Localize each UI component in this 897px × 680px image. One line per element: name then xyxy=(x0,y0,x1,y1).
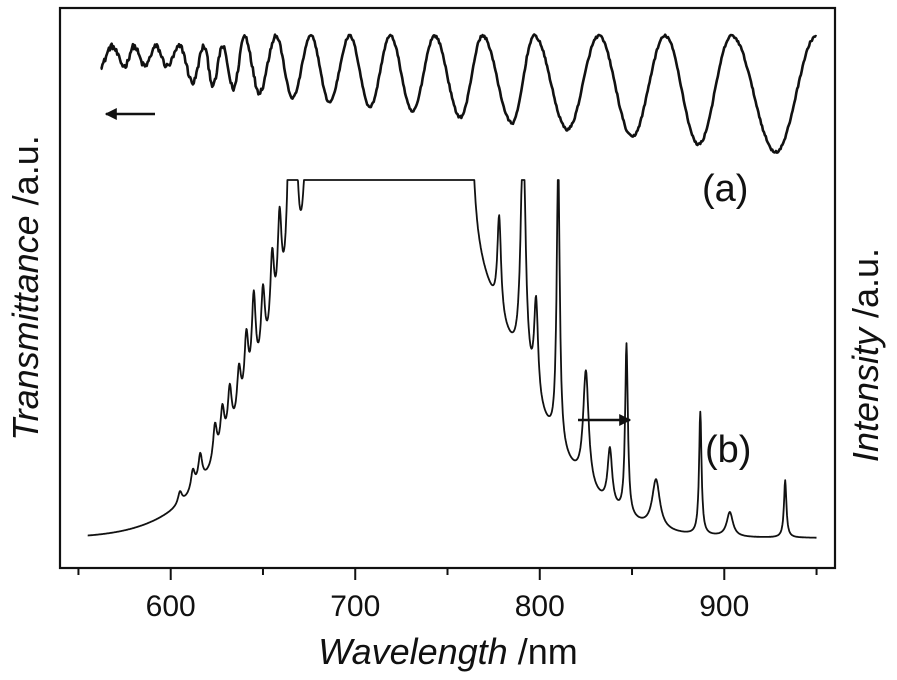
series-line-transmittance xyxy=(100,33,818,154)
annotation-a: (a) xyxy=(702,168,748,210)
x-tick-label: 900 xyxy=(699,590,749,623)
x-axis-ticks xyxy=(77,568,818,580)
plot-frame xyxy=(58,6,837,570)
x-tick-label: 600 xyxy=(146,590,196,623)
annotation-b: (b) xyxy=(705,429,751,471)
x-tick-label: 800 xyxy=(515,590,565,623)
series-line-intensity xyxy=(87,179,817,539)
x-axis-tick-labels: 600 700 800 900 xyxy=(146,590,750,623)
x-tick-label: 700 xyxy=(330,590,380,623)
x-axis-title: Wavelength /nm xyxy=(318,631,577,672)
y-axis-title-left: Transmittance /a.u. xyxy=(5,135,46,440)
y-axis-title-right: Intensity /a.u. xyxy=(845,248,886,462)
